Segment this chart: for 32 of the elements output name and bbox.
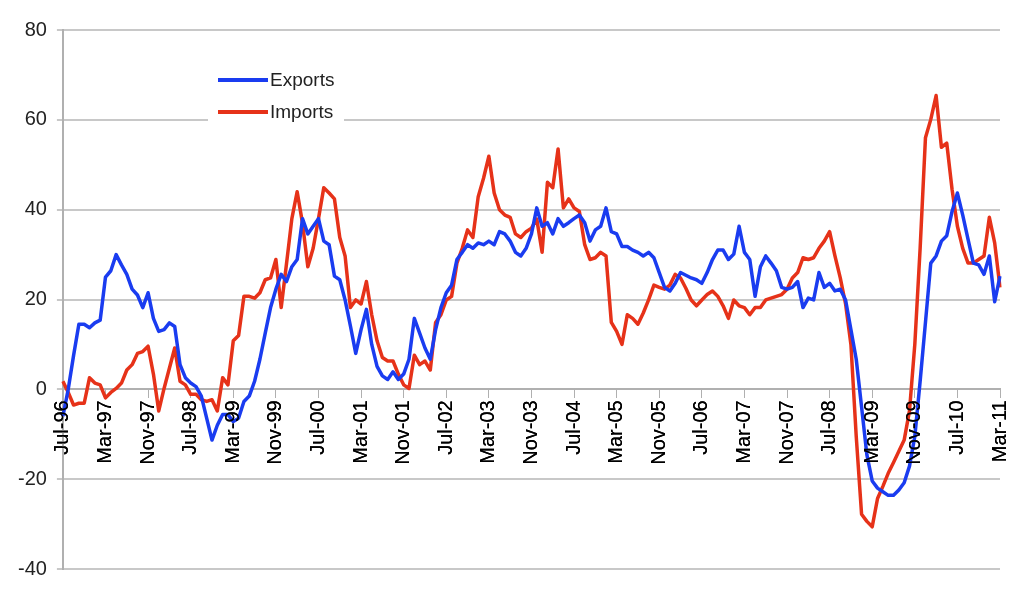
y-tick-label: -20 <box>18 466 47 489</box>
x-tick-label: Mar-01 <box>348 400 371 464</box>
x-tick-label: Jul-06 <box>689 400 712 455</box>
legend-label: Exports <box>270 69 335 91</box>
x-tick-label: Mar-03 <box>476 400 499 464</box>
x-tick-label: Jul-08 <box>817 400 840 455</box>
x-tick-label: Nov-05 <box>646 400 669 465</box>
x-tick-label: Nov-97 <box>135 400 158 465</box>
legend-label: Imports <box>270 101 334 123</box>
x-tick-label: Mar-07 <box>731 400 754 464</box>
x-tick-label: Mar-99 <box>220 400 243 464</box>
y-tick-label: 0 <box>35 376 47 399</box>
x-tick-label: Nov-03 <box>518 400 541 465</box>
x-tick-label: Nov-01 <box>391 400 414 465</box>
x-tick-label: Mar-09 <box>859 400 882 464</box>
x-tick-label: Jul-04 <box>561 400 584 455</box>
y-tick-label: -40 <box>18 556 47 579</box>
x-tick-label: Jul-10 <box>944 400 967 455</box>
y-tick-label: 40 <box>24 197 47 220</box>
x-tick-label: Mar-11 <box>987 400 1010 463</box>
x-tick-label: Mar-05 <box>604 400 627 464</box>
y-tick-label: 80 <box>24 17 47 40</box>
y-tick-label: 20 <box>24 287 47 310</box>
x-tick-label: Nov-99 <box>263 400 286 465</box>
x-tick-label: Nov-09 <box>902 400 925 465</box>
x-tick-label: Jul-00 <box>305 400 328 455</box>
y-tick-label: 60 <box>24 107 47 130</box>
x-tick-label: Jul-96 <box>50 400 73 455</box>
x-tick-label: Jul-02 <box>433 400 456 455</box>
x-tick-label: Nov-07 <box>774 400 797 465</box>
x-tick-label: Jul-98 <box>178 400 201 455</box>
x-tick-label: Mar-97 <box>93 400 116 464</box>
